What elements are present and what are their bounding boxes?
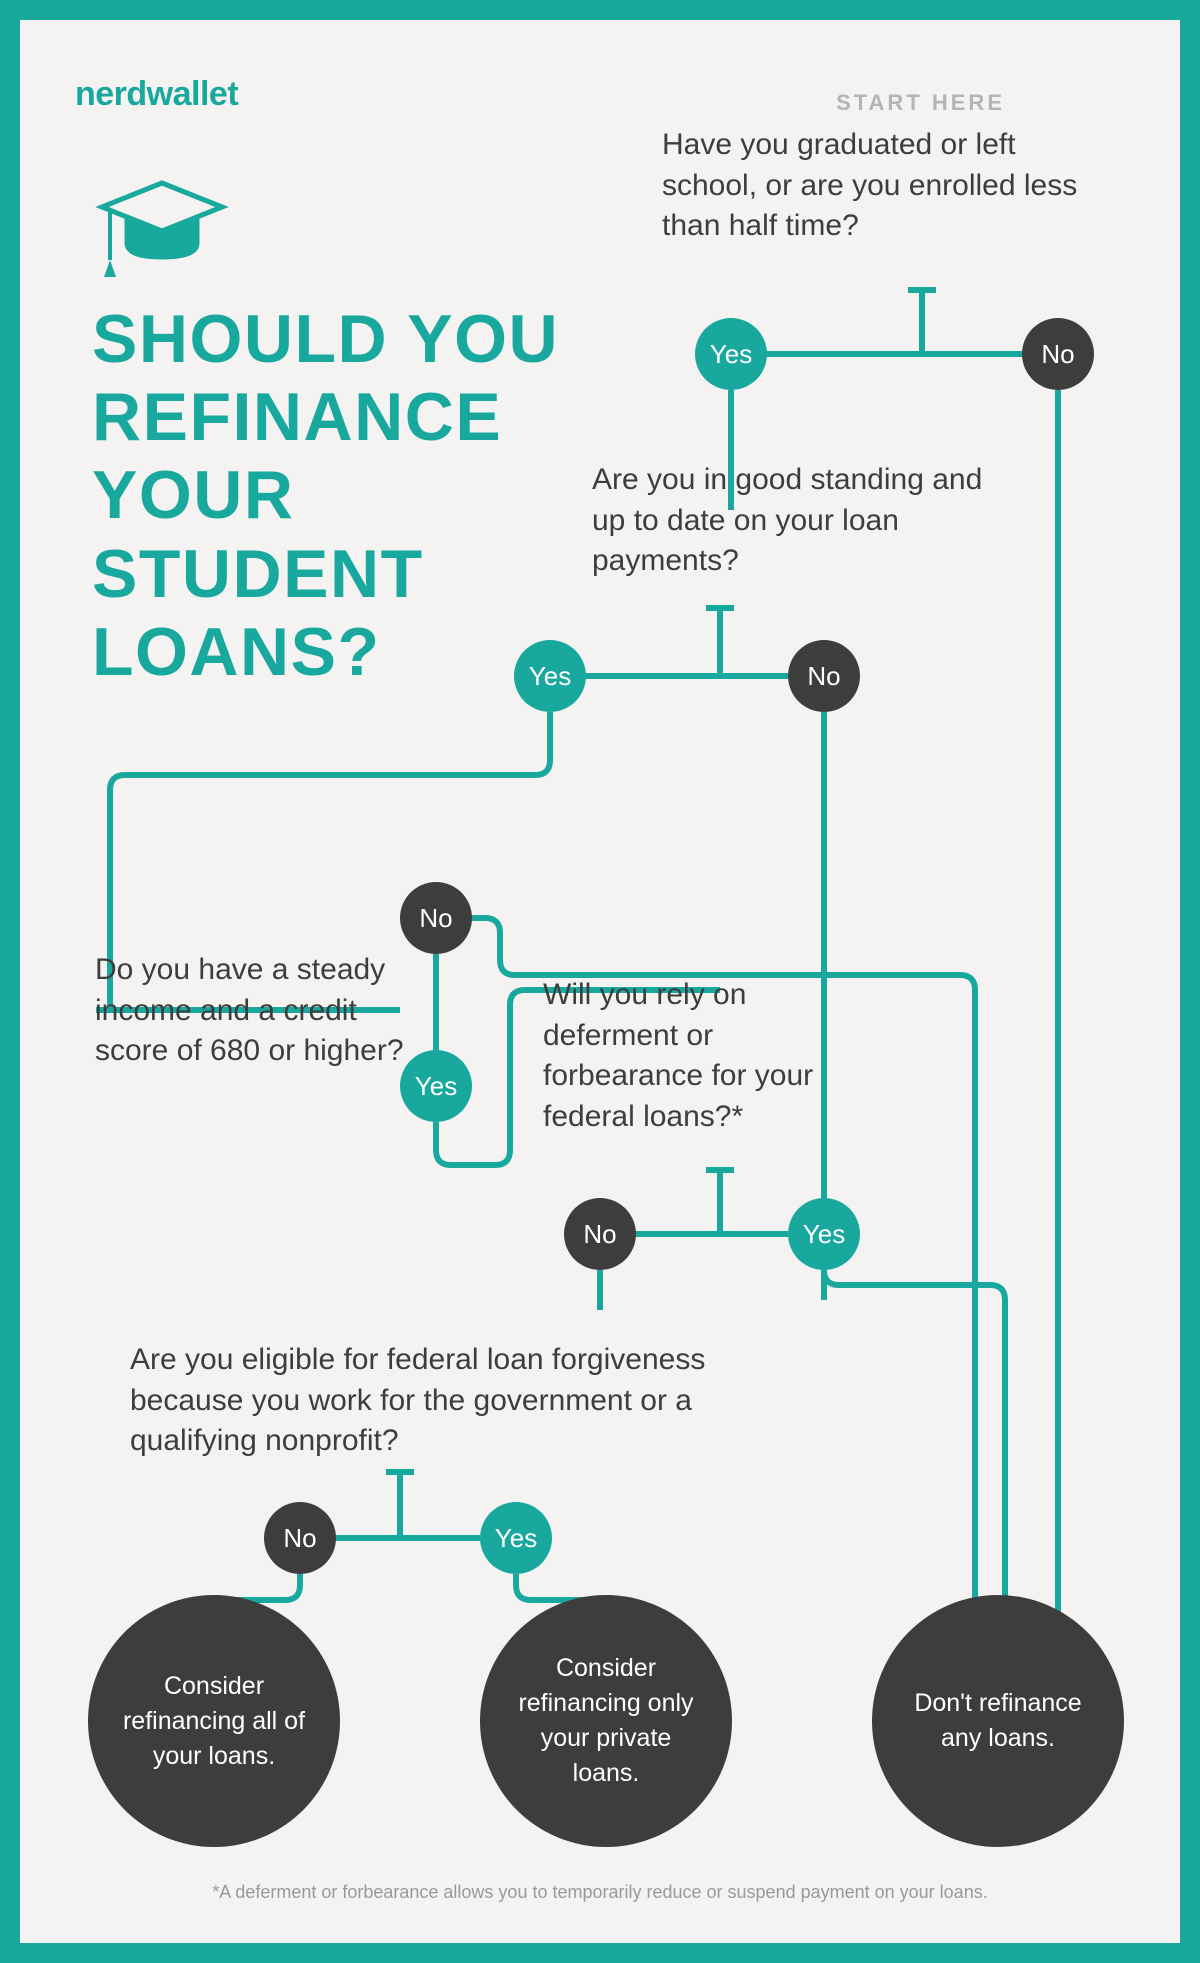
start-label: START HERE — [836, 90, 1005, 116]
outcome-dont-refinance: Don't refinance any loans. — [872, 1595, 1124, 1847]
node-q4-yes: Yes — [788, 1198, 860, 1270]
question-credit-score: Do you have a steady income and a credit… — [95, 950, 405, 1072]
outcome-refinance-private: Consider refinancing only your private l… — [480, 1595, 732, 1847]
node-q3-no: No — [400, 882, 472, 954]
node-q3-yes: Yes — [400, 1050, 472, 1122]
node-q5-no: No — [264, 1502, 336, 1574]
node-q2-yes: Yes — [514, 640, 586, 712]
node-q1-yes: Yes — [695, 318, 767, 390]
question-good-standing: Are you in good standing and up to date … — [592, 460, 1022, 582]
footnote: *A deferment or forbearance allows you t… — [20, 1882, 1180, 1903]
graduation-cap-icon — [92, 175, 232, 290]
question-forgiveness: Are you eligible for federal loan forgiv… — [130, 1340, 790, 1462]
node-q2-no: No — [788, 640, 860, 712]
node-q1-no: No — [1022, 318, 1094, 390]
node-q5-yes: Yes — [480, 1502, 552, 1574]
question-graduated: Have you graduated or left school, or ar… — [662, 125, 1102, 247]
outcome-refinance-all: Consider refinancing all of your loans. — [88, 1595, 340, 1847]
node-q4-no: No — [564, 1198, 636, 1270]
question-deferment: Will you rely on deferment or forbearanc… — [543, 975, 863, 1137]
main-title: SHOULD YOU REFINANCE YOUR STUDENT LOANS? — [92, 300, 592, 691]
infographic-canvas: nerdwallet START HERE SHOULD YOU REFINAN… — [20, 20, 1180, 1943]
outer-border: nerdwallet START HERE SHOULD YOU REFINAN… — [0, 0, 1200, 1963]
